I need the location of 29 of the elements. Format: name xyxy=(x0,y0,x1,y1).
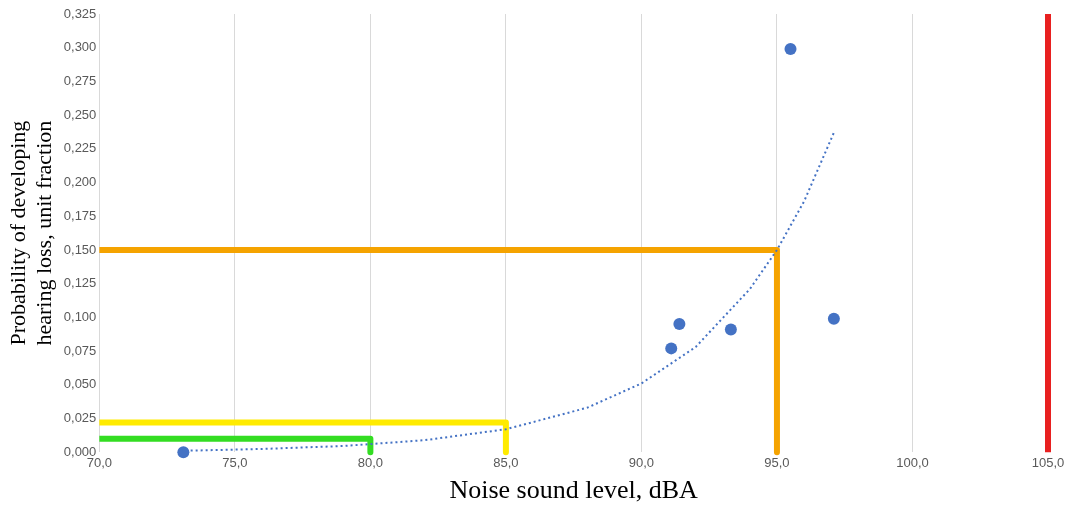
point xyxy=(665,342,678,355)
y-tick-label: 0,025 xyxy=(63,410,97,426)
y-tick-label: 0,150 xyxy=(63,241,97,257)
point xyxy=(177,446,190,459)
point xyxy=(784,43,797,56)
y-tick-label: 0,200 xyxy=(63,174,97,190)
y-tick-label: 0,300 xyxy=(63,39,97,55)
y-tick-label: 0,225 xyxy=(63,140,97,156)
x-tick-label: 95,0 xyxy=(764,454,790,470)
y-tick-label: 0,100 xyxy=(63,308,97,324)
x-tick-label: 100,0 xyxy=(896,454,929,470)
x-axis-title: Noise sound level, dBA xyxy=(449,475,699,505)
y-tick-label: 0,075 xyxy=(63,342,97,358)
y-tick-label: 0,000 xyxy=(63,443,97,459)
point xyxy=(673,318,686,331)
x-tick-label: 85,0 xyxy=(493,454,519,470)
point xyxy=(827,312,840,325)
x-tick-label: 90,0 xyxy=(628,454,655,470)
y-tick-label: 0,325 xyxy=(63,5,97,21)
point xyxy=(724,323,737,336)
x-tick-label: 105,0 xyxy=(1031,454,1065,470)
y-tick-label: 0,175 xyxy=(63,207,97,223)
y-tick-label: 0,250 xyxy=(63,106,97,122)
y-axis-title: Probability of developing hearing loss, unit fraction xyxy=(4,120,57,346)
x-tick-label: 75,0 xyxy=(222,454,248,470)
y-tick-label: 0,050 xyxy=(63,376,97,392)
y-tick-label: 0,125 xyxy=(63,275,97,291)
x-tick-label: 80,0 xyxy=(357,454,384,470)
y-tick-label: 0,275 xyxy=(63,72,97,88)
